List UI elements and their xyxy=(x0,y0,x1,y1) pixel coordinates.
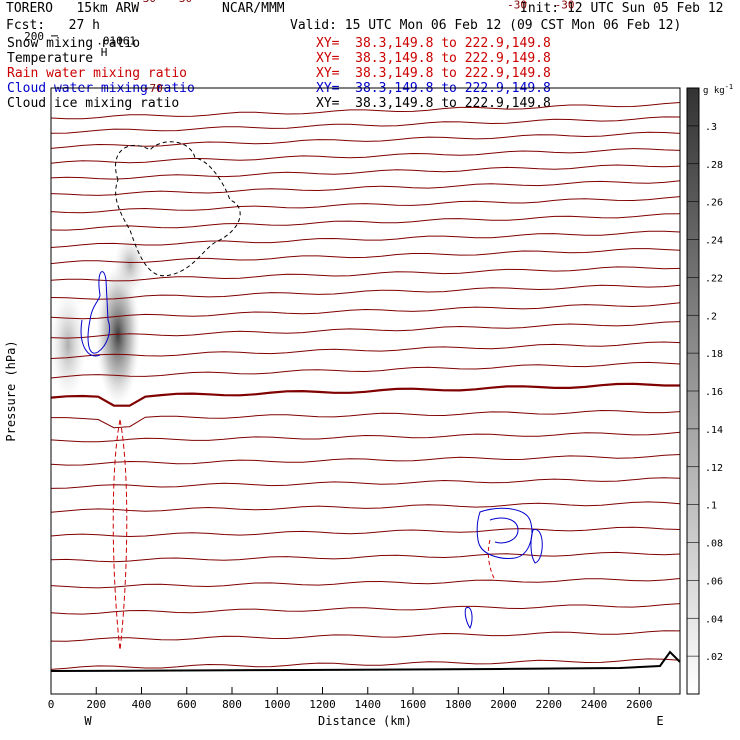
isotherm-line xyxy=(51,579,680,588)
isotherm-line xyxy=(51,231,680,247)
isotherm-label: -30 xyxy=(555,0,575,12)
colorbar-tick-label: .06 xyxy=(705,576,723,587)
x-axis-label: Distance (km) xyxy=(318,714,412,728)
isotherm-line xyxy=(51,181,680,196)
isotherm-label: -70 xyxy=(143,82,163,95)
isotherm-line xyxy=(51,384,680,406)
colorbar-tick-label: .16 xyxy=(705,387,723,398)
colorbar-tick-label: .2 xyxy=(705,311,717,322)
isotherm-line xyxy=(51,103,680,119)
y-axis-label: Pressure (hPa) xyxy=(4,340,18,441)
isotherm-line xyxy=(51,478,680,489)
colorbar-tick-label: .26 xyxy=(705,198,723,209)
isotherm-line xyxy=(51,411,680,428)
colorbar-tick-label: .12 xyxy=(705,463,723,474)
x-tick-label: 2600 xyxy=(626,698,653,711)
cloud-water-contour xyxy=(477,508,532,558)
colorbar-tick-label: .3 xyxy=(705,122,717,133)
colorbar-unit: g kg-1 xyxy=(703,83,733,96)
isotherm-line xyxy=(51,631,680,642)
isotherm-line xyxy=(51,502,680,512)
isotherm-line xyxy=(51,342,680,359)
colorbar-tick-label: .18 xyxy=(705,349,723,360)
x-end-label-east: E xyxy=(656,714,663,728)
contour-annotation: .01061 xyxy=(96,34,136,47)
isotherm-line xyxy=(51,117,680,133)
colorbar-tick-label: .22 xyxy=(705,273,723,284)
y-tick-label: 200 xyxy=(24,30,44,43)
x-tick-label: 1200 xyxy=(309,698,336,711)
x-tick-label: 1400 xyxy=(355,698,382,711)
x-tick-label: 2000 xyxy=(490,698,517,711)
cross-section-chart: 2003004005006007008009001000020040060080… xyxy=(0,0,740,740)
x-tick-label: 800 xyxy=(222,698,242,711)
x-tick-label: 1000 xyxy=(264,698,291,711)
cloud-water-contour xyxy=(465,607,472,628)
x-tick-label: 600 xyxy=(177,698,197,711)
rain-contour xyxy=(488,540,494,578)
x-tick-label: 400 xyxy=(132,698,152,711)
x-end-label-west: W xyxy=(84,714,92,728)
isotherm-label: -30 xyxy=(507,0,527,12)
snow-shading xyxy=(50,290,86,400)
isotherm-line xyxy=(51,132,680,148)
isotherm-line xyxy=(51,165,680,179)
rain-contour xyxy=(113,420,127,650)
x-tick-label: 0 xyxy=(48,698,55,711)
isotherm-line xyxy=(51,322,680,339)
x-tick-label: 1800 xyxy=(445,698,472,711)
isotherm-line xyxy=(51,285,680,299)
colorbar-tick-label: .02 xyxy=(705,652,723,663)
isotherm-line xyxy=(51,303,680,319)
isotherm-line xyxy=(51,432,680,442)
colorbar-tick-label: .04 xyxy=(705,614,723,625)
isotherm-line xyxy=(51,214,680,230)
contour-annotation: H xyxy=(101,46,108,59)
cloud-water-contour xyxy=(531,530,542,563)
isotherm-line xyxy=(51,149,680,164)
x-tick-label: 200 xyxy=(86,698,106,711)
isotherm-line xyxy=(51,197,680,213)
x-tick-label: 2200 xyxy=(536,698,563,711)
colorbar-tick-label: .08 xyxy=(705,539,723,550)
isotherm-line xyxy=(51,362,680,378)
colorbar-tick-label: .24 xyxy=(705,236,723,247)
isotherm-line xyxy=(51,552,680,561)
isotherm-line xyxy=(51,527,680,536)
isotherm-label: -30 xyxy=(136,0,156,5)
colorbar-tick-label: .1 xyxy=(705,501,717,512)
isotherm-line xyxy=(51,604,680,615)
colorbar-tick-label: .28 xyxy=(705,160,723,171)
x-tick-label: 1600 xyxy=(400,698,427,711)
isotherm-line xyxy=(51,455,680,466)
contour-annotation: .001 xyxy=(212,0,239,1)
colorbar-tick-label: .14 xyxy=(705,425,723,436)
x-tick-label: 2400 xyxy=(581,698,608,711)
isotherm-label: -30 xyxy=(172,0,192,5)
